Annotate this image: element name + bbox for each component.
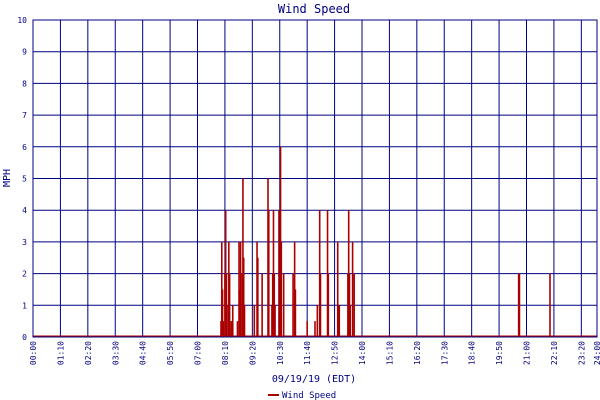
x-tick-label: 16:20 — [413, 341, 422, 365]
x-tick-label: 14:00 — [358, 341, 367, 365]
x-tick-label: 24:00 — [593, 341, 600, 365]
x-tick-label: 19:50 — [495, 341, 504, 365]
x-tick-label: 12:50 — [331, 341, 340, 365]
y-tick-label: 1 — [22, 301, 27, 310]
y-tick-label: 8 — [22, 79, 27, 88]
y-tick-label: 7 — [22, 111, 27, 120]
legend: Wind Speed — [268, 391, 336, 400]
y-axis-label: MPH — [2, 169, 13, 187]
x-tick-label: 00:00 — [29, 341, 38, 365]
x-tick-label: 17:30 — [440, 341, 449, 365]
x-tick-label: 04:40 — [139, 341, 148, 365]
y-tick-label: 10 — [17, 16, 27, 25]
y-tick-label: 9 — [22, 48, 27, 57]
x-tick-label: 05:50 — [166, 341, 175, 365]
x-tick-label: 18:40 — [468, 341, 477, 365]
y-tick-label: 0 — [22, 333, 27, 342]
y-tick-label: 6 — [22, 143, 27, 152]
x-tick-label: 21:00 — [523, 341, 532, 365]
legend-label: Wind Speed — [282, 391, 336, 400]
x-tick-label: 02:20 — [84, 341, 93, 365]
y-axis-ticks: 0 1 2 3 4 5 6 7 8 9 10 — [17, 16, 27, 342]
x-tick-label: 23:20 — [577, 341, 586, 365]
x-tick-label: 09:20 — [248, 341, 257, 365]
x-tick-label: 22:10 — [550, 341, 559, 365]
x-tick-label: 11:40 — [303, 341, 312, 365]
plot-frame — [32, 19, 598, 338]
y-tick-label: 5 — [22, 175, 27, 184]
x-tick-label: 03:30 — [111, 341, 120, 365]
x-tick-label: 10:30 — [276, 341, 285, 365]
x-tick-label: 01:10 — [56, 341, 65, 365]
x-tick-label: 08:10 — [221, 341, 230, 365]
y-tick-label: 2 — [22, 270, 27, 279]
chart-title: Wind Speed — [278, 2, 350, 16]
x-axis-label: 09/19/19 (EDT) — [272, 374, 356, 385]
x-axis-ticks: 00:00 01:10 02:20 03:30 04:40 05:50 07:00 08:10… — [29, 341, 600, 365]
x-tick-label: 07:00 — [194, 341, 203, 365]
chart-grid — [32, 19, 598, 338]
x-tick-label: 15:10 — [385, 341, 394, 365]
y-tick-label: 3 — [22, 238, 27, 247]
y-tick-label: 4 — [22, 206, 27, 215]
